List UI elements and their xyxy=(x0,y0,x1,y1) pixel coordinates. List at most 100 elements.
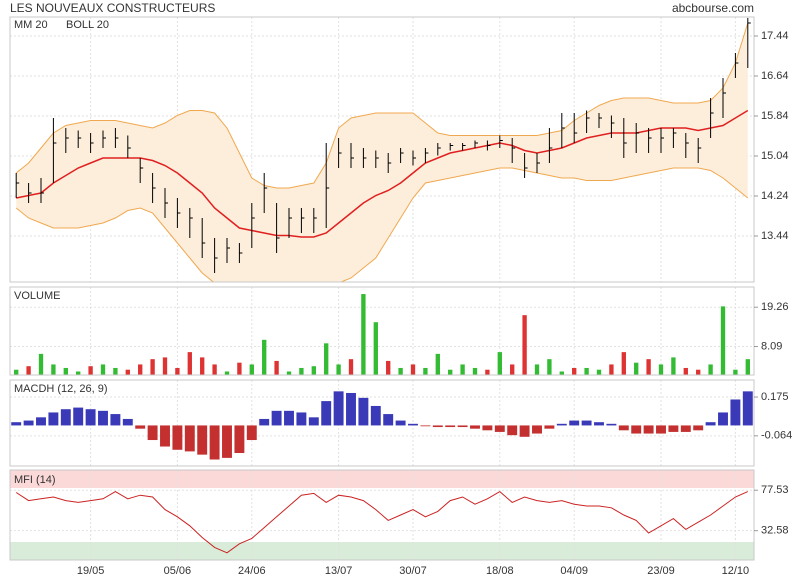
bar xyxy=(76,371,81,375)
x-tick-label: 18/08 xyxy=(486,565,514,577)
bar xyxy=(398,367,403,375)
bar xyxy=(73,407,84,426)
bar xyxy=(212,364,217,375)
bar xyxy=(668,425,679,432)
bar xyxy=(386,360,391,375)
bar xyxy=(705,422,716,426)
bar xyxy=(395,420,406,426)
y-tick-label: 16.64 xyxy=(761,70,789,82)
bar xyxy=(336,364,341,375)
bar xyxy=(200,357,205,375)
x-tick-label: 19/05 xyxy=(77,565,105,577)
bar xyxy=(370,405,381,426)
bar xyxy=(48,412,59,426)
bar xyxy=(308,417,319,426)
bar xyxy=(410,364,416,375)
bar xyxy=(683,367,688,375)
bar xyxy=(708,364,713,375)
bar xyxy=(671,357,676,375)
bar xyxy=(532,425,542,434)
bar xyxy=(160,425,170,447)
x-tick-label: 12/10 xyxy=(722,565,750,577)
bar xyxy=(596,369,602,375)
bar xyxy=(222,425,232,458)
bar xyxy=(547,359,552,375)
bar xyxy=(38,353,44,375)
bar xyxy=(584,367,589,375)
bar xyxy=(507,425,518,436)
boll-line xyxy=(15,167,749,282)
bar xyxy=(606,423,617,426)
bar xyxy=(423,367,428,375)
y-tick-label: 8.09 xyxy=(761,340,782,352)
bar xyxy=(162,357,168,375)
bar xyxy=(110,414,121,426)
bar xyxy=(544,425,555,429)
bar xyxy=(696,369,701,375)
source: abcbourse.com xyxy=(672,1,754,15)
bar xyxy=(224,371,230,375)
bar xyxy=(100,364,106,375)
bar xyxy=(234,425,245,454)
bar xyxy=(497,352,502,375)
y-tick-label: 15.84 xyxy=(761,110,789,122)
bar xyxy=(284,410,294,426)
bar xyxy=(432,425,443,428)
bar xyxy=(460,364,465,375)
bar xyxy=(23,420,34,426)
panel-frame xyxy=(9,469,755,561)
bar xyxy=(175,367,180,375)
bar xyxy=(556,423,567,426)
x-tick-label: 24/06 xyxy=(238,565,266,577)
bar xyxy=(609,364,614,375)
bar xyxy=(383,414,394,426)
bar xyxy=(448,369,453,375)
bar xyxy=(643,425,654,434)
bar xyxy=(572,367,577,375)
bar xyxy=(472,367,478,375)
x-tick-label: 04/09 xyxy=(560,565,588,577)
bar xyxy=(742,391,753,426)
panel xyxy=(10,380,754,466)
bar xyxy=(485,369,490,375)
bar xyxy=(445,425,456,428)
bar xyxy=(88,366,93,375)
bar xyxy=(634,362,639,375)
y-tick-label: 0.175 xyxy=(761,391,789,403)
bar xyxy=(522,315,527,375)
bar xyxy=(60,409,71,426)
bar xyxy=(63,367,68,375)
bar xyxy=(346,392,356,426)
bar xyxy=(184,425,195,452)
chart-title: LES NOUVEAUX CONSTRUCTEURS xyxy=(10,1,215,15)
bar xyxy=(333,391,344,426)
panel-label: MACDH (12, 26, 9) xyxy=(14,383,108,395)
bar xyxy=(51,364,56,375)
bar xyxy=(324,343,329,375)
bar xyxy=(658,364,664,375)
y-tick-label: -0.064 xyxy=(761,430,792,442)
panel xyxy=(10,287,754,375)
bar xyxy=(730,399,741,426)
bar xyxy=(98,410,108,426)
y-tick-label: 15.04 xyxy=(761,150,789,162)
legend-entry: BOLL 20 xyxy=(66,19,109,31)
bar xyxy=(14,369,19,375)
bar xyxy=(435,353,440,375)
bar xyxy=(656,425,666,434)
bar xyxy=(259,418,270,426)
bar xyxy=(720,306,726,375)
bar xyxy=(197,425,208,455)
bar xyxy=(733,369,738,375)
bar xyxy=(286,371,292,375)
bar xyxy=(534,364,540,375)
bar xyxy=(150,359,155,375)
y-tick-label: 14.24 xyxy=(761,190,789,202)
x-tick-label: 05/06 xyxy=(164,565,192,577)
panel-frame xyxy=(9,379,755,467)
mfi-line xyxy=(15,490,748,554)
bar xyxy=(646,359,651,375)
bar xyxy=(718,412,728,426)
bar xyxy=(135,425,146,429)
bar xyxy=(36,417,46,426)
